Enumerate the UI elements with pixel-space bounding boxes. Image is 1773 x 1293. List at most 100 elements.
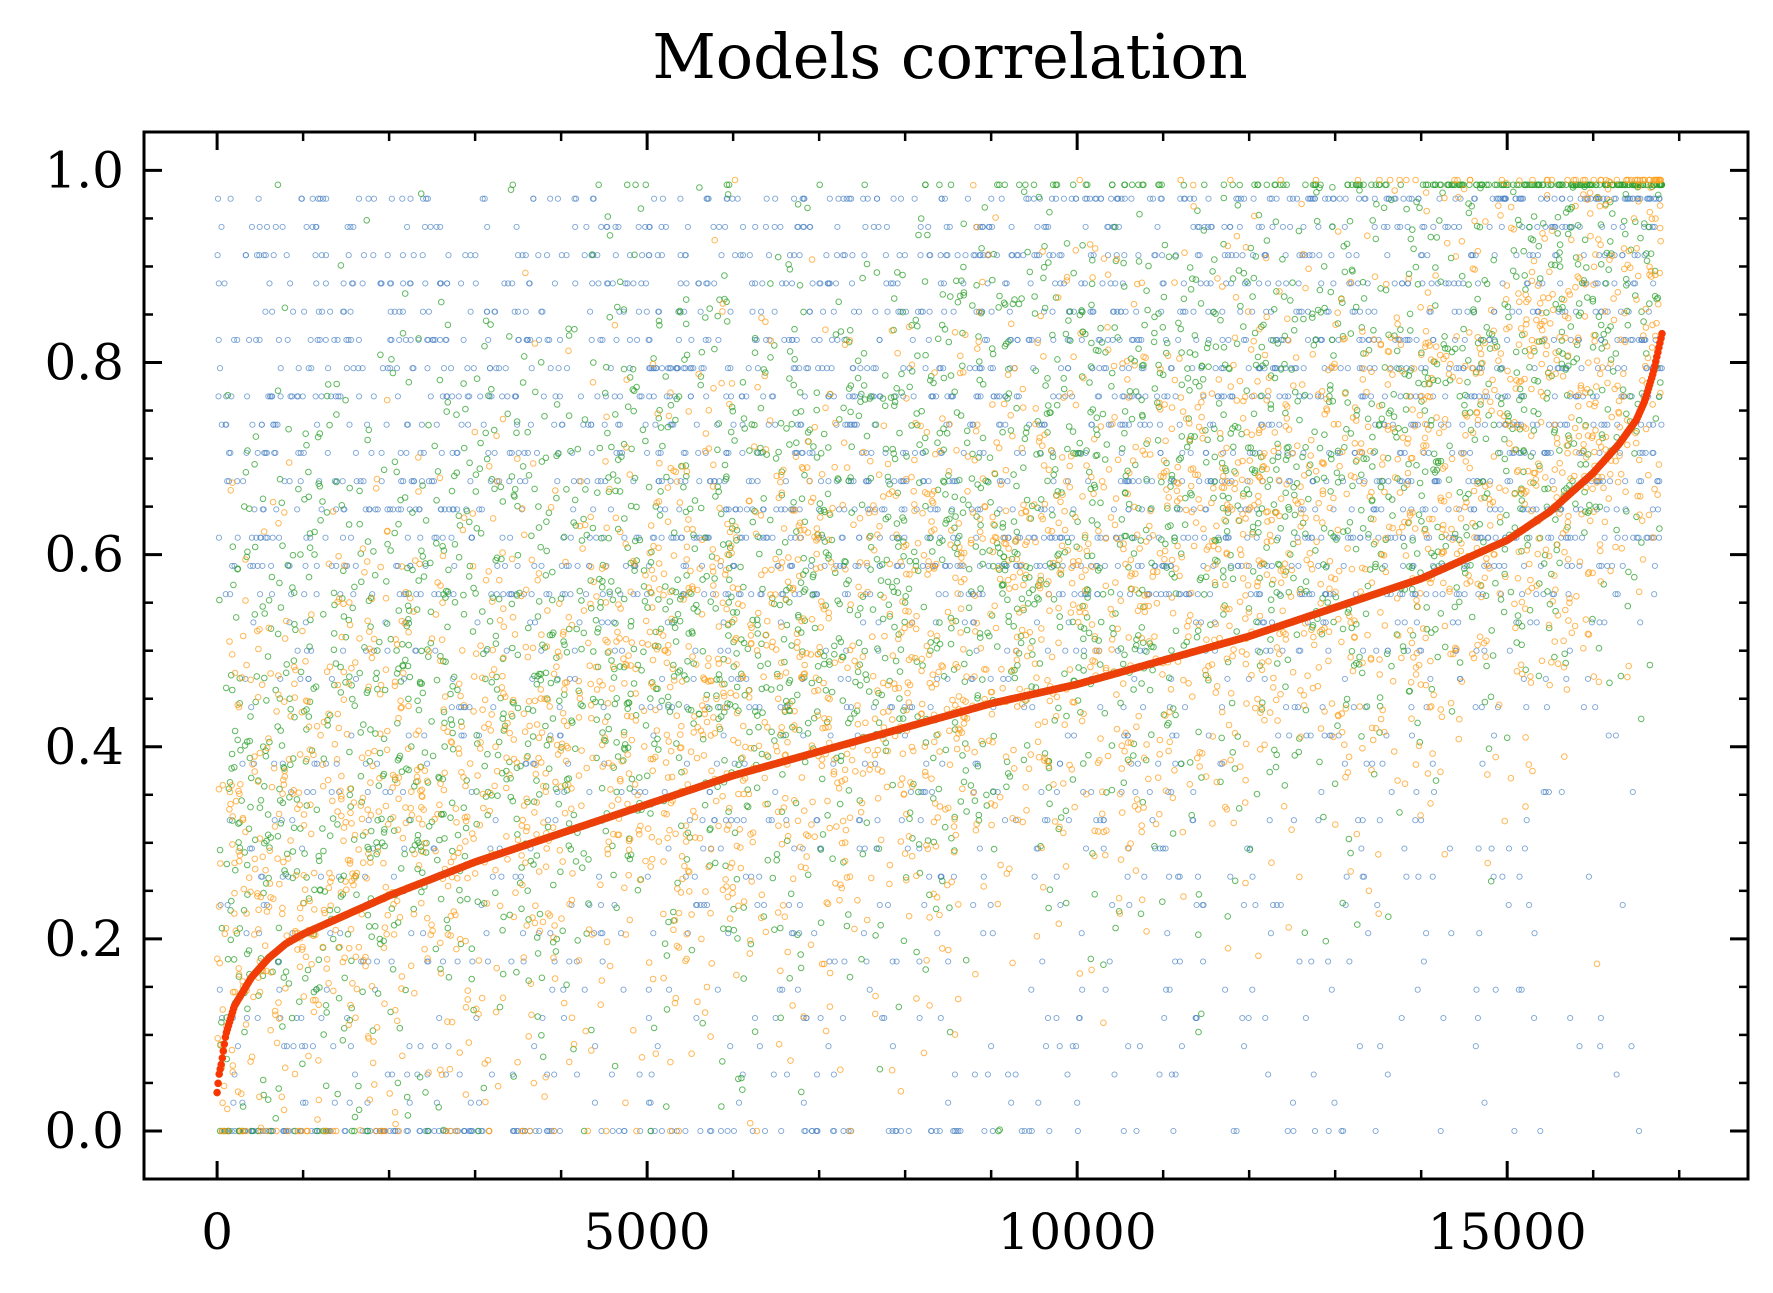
blue-point	[1044, 1014, 1052, 1022]
blue-point	[622, 562, 629, 569]
blue-point	[1391, 280, 1398, 287]
blue-point	[390, 873, 397, 880]
blue-point	[1408, 732, 1416, 739]
blue-point	[333, 562, 340, 569]
blue-point	[1219, 308, 1226, 315]
blue-point	[1056, 591, 1063, 598]
green-point	[264, 1096, 272, 1103]
green-point	[915, 841, 923, 848]
blue-point	[465, 421, 472, 428]
blue-point	[327, 308, 334, 315]
blue-point	[598, 1127, 605, 1135]
blue-point	[1094, 591, 1101, 598]
blue-point	[602, 478, 609, 485]
blue-point	[1650, 421, 1657, 428]
blue-point	[1578, 365, 1585, 372]
blue-point	[1460, 449, 1467, 456]
green-point	[1211, 453, 1219, 461]
blue-point	[517, 873, 525, 880]
blue-point	[294, 506, 301, 513]
green-point	[1501, 546, 1509, 553]
blue-point	[730, 421, 737, 428]
green-point	[1363, 703, 1371, 710]
green-point	[1180, 295, 1188, 303]
green-point	[1609, 210, 1616, 217]
blue-point	[587, 308, 594, 315]
blue-point	[1464, 308, 1471, 315]
blue-point	[760, 901, 768, 909]
green-point	[541, 412, 548, 420]
green-point	[1637, 234, 1644, 242]
blue-point	[1200, 562, 1207, 569]
blue-point	[1247, 591, 1254, 598]
blue-point	[501, 280, 508, 287]
blue-point	[1045, 223, 1052, 230]
green-point	[543, 742, 551, 749]
green-point	[676, 617, 684, 625]
blue-point	[506, 478, 513, 485]
blue-point	[365, 195, 372, 202]
blue-point	[1356, 308, 1364, 315]
blue-point	[907, 788, 914, 796]
blue-point	[1060, 195, 1067, 202]
blue-point	[937, 252, 944, 259]
blue-point	[949, 478, 956, 485]
blue-point	[1125, 421, 1132, 428]
blue-point	[1472, 1043, 1479, 1050]
blue-point	[1070, 506, 1077, 513]
green-point	[1407, 235, 1415, 243]
blue-point	[806, 449, 813, 456]
blue-point	[834, 223, 841, 230]
blue-point	[256, 223, 263, 230]
blue-point	[893, 958, 900, 965]
blue-point	[1598, 421, 1605, 428]
green-point	[565, 625, 573, 633]
green-point	[965, 501, 972, 509]
green-point	[1282, 409, 1289, 417]
green-point	[1400, 542, 1408, 550]
green-point	[1324, 599, 1331, 606]
blue-point	[1568, 562, 1575, 569]
blue-point	[551, 958, 558, 965]
blue-point	[1132, 788, 1139, 796]
blue-point	[1003, 280, 1010, 287]
blue-point	[1028, 986, 1035, 993]
blue-point	[845, 675, 852, 682]
blue-point	[1302, 534, 1309, 541]
green-point	[1572, 500, 1579, 508]
green-point	[304, 966, 312, 974]
blue-point	[1162, 336, 1170, 343]
blue-point	[722, 506, 729, 513]
green-point	[631, 474, 639, 482]
blue-point	[308, 647, 315, 654]
green-point	[570, 811, 578, 819]
blue-point	[573, 1071, 581, 1078]
blue-point	[939, 760, 946, 767]
green-point	[1145, 262, 1152, 270]
blue-point	[300, 449, 307, 456]
blue-point	[472, 252, 479, 259]
blue-point	[1459, 421, 1466, 428]
blue-point	[352, 449, 359, 456]
blue-point	[722, 591, 729, 598]
green-point	[1049, 331, 1056, 339]
blue-point	[1601, 534, 1608, 541]
blue-point	[1203, 280, 1210, 287]
blue-point	[996, 393, 1003, 400]
green-point	[320, 611, 327, 618]
green-point	[224, 955, 232, 963]
green-point	[307, 616, 314, 624]
blue-point	[1192, 534, 1199, 541]
green-point	[787, 890, 795, 898]
blue-point	[1479, 760, 1486, 767]
green-point	[628, 445, 635, 453]
blue-point	[753, 336, 760, 343]
blue-point	[227, 195, 234, 202]
blue-point	[1035, 1099, 1042, 1106]
blue-point	[765, 817, 772, 824]
blue-point	[654, 1043, 661, 1050]
blue-point	[916, 1014, 923, 1022]
green-point	[1121, 651, 1128, 659]
blue-point	[1255, 591, 1262, 598]
blue-point	[1180, 195, 1188, 202]
